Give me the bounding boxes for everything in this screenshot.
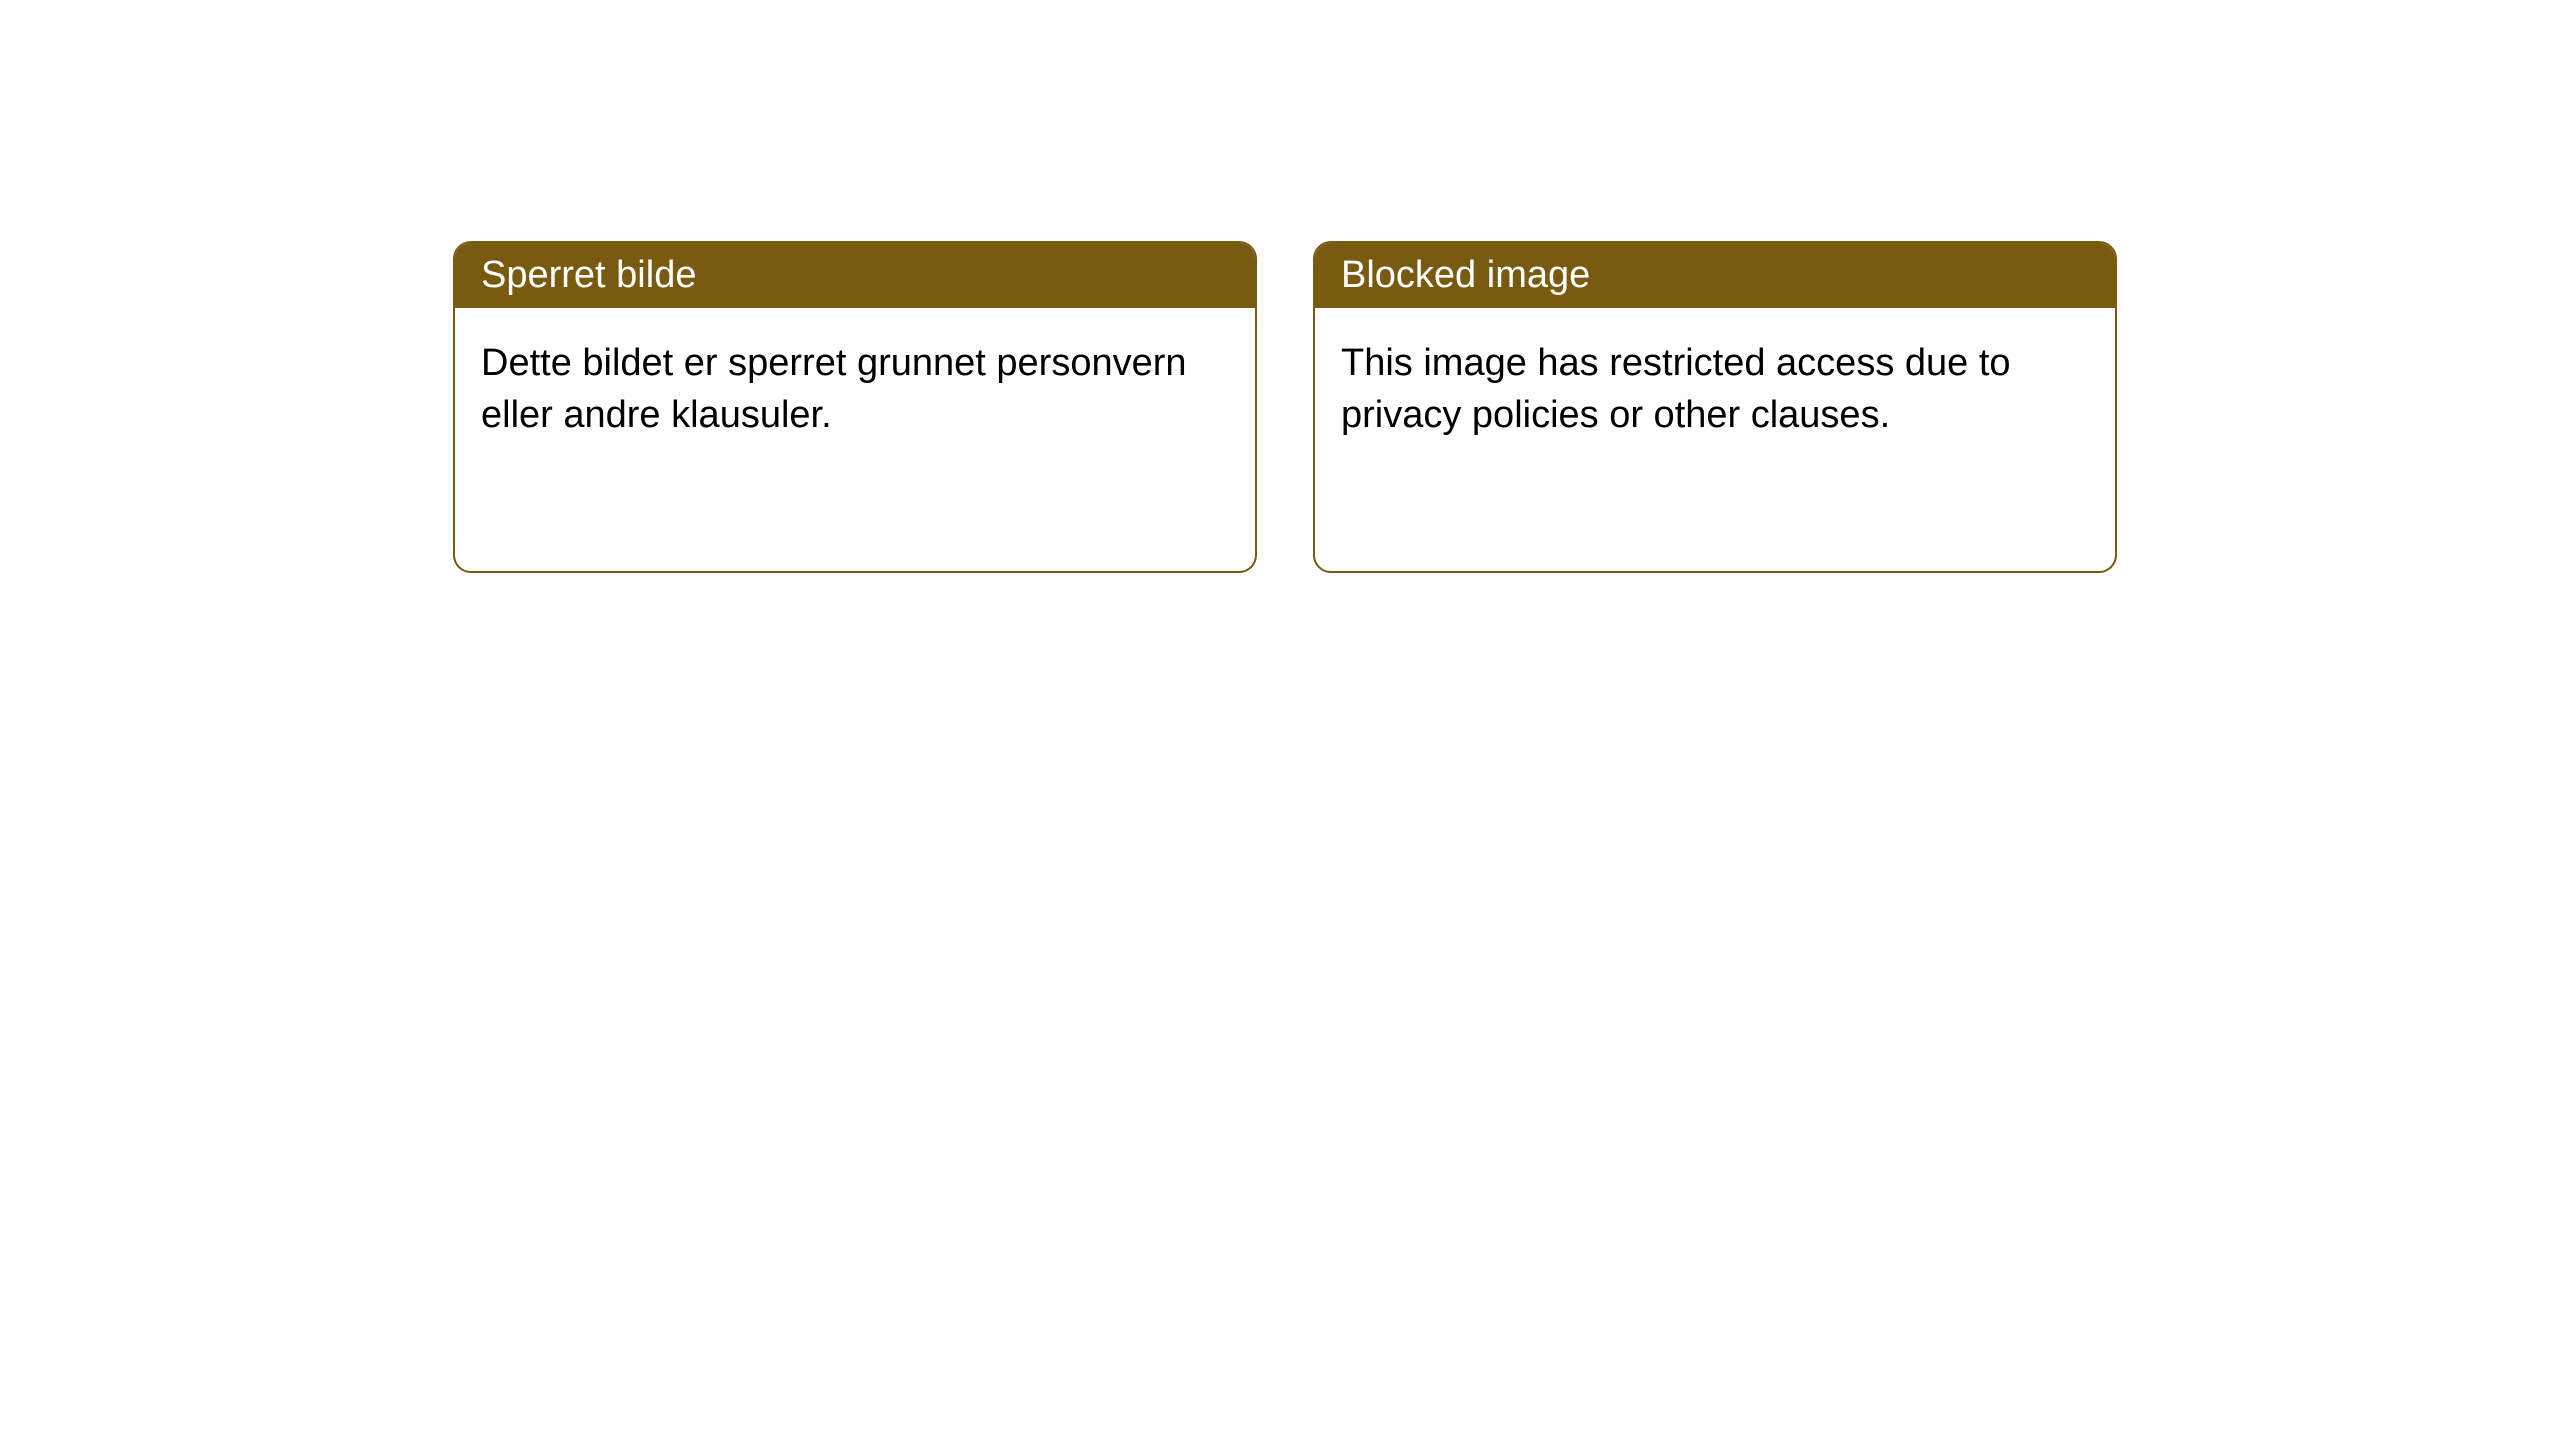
- notice-card-title: Blocked image: [1315, 243, 2115, 308]
- notice-card-norwegian: Sperret bilde Dette bildet er sperret gr…: [453, 241, 1257, 573]
- notice-card-title: Sperret bilde: [455, 243, 1255, 308]
- notice-card-body: Dette bildet er sperret grunnet personve…: [455, 308, 1255, 471]
- notice-card-english: Blocked image This image has restricted …: [1313, 241, 2117, 573]
- notice-card-body: This image has restricted access due to …: [1315, 308, 2115, 471]
- notice-container: Sperret bilde Dette bildet er sperret gr…: [0, 0, 2560, 573]
